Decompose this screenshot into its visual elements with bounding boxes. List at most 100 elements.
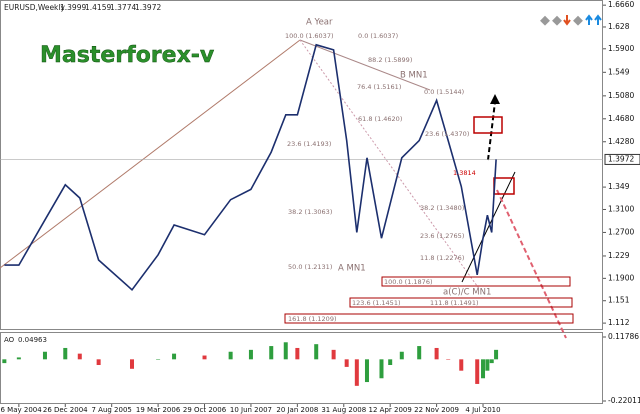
x-tick-label: 26 Dec 2004 (43, 406, 88, 414)
y-tick-label: 0.11786 (608, 332, 639, 341)
ao-bar (331, 349, 336, 360)
main-panel (0, 0, 603, 330)
target-box (473, 116, 503, 134)
ao-bar (314, 344, 319, 360)
quote-value: 1.4159 (85, 3, 111, 12)
icon[interactable] (585, 14, 593, 25)
fib-label: 38.2 (1.3063) (288, 208, 332, 216)
y-tick-label: 1.6660 (608, 0, 634, 9)
quote-value: 1.3999 (60, 3, 86, 12)
ao-bar (494, 349, 499, 360)
fib-label: 100.0 (1.6037) (285, 32, 334, 40)
fib-label: 61.8 (1.4620) (358, 115, 402, 123)
y-tick-label: 1.229 (608, 251, 630, 260)
x-tick-label: 7 Aug 2005 (91, 406, 131, 414)
fib-label: 1.3814 (453, 169, 476, 177)
fib-label: 88.2 (1.5899) (368, 56, 412, 64)
forecast-arrow (496, 189, 567, 339)
ao-bar (16, 357, 21, 360)
y-tick-label: 1.3100 (608, 204, 634, 213)
ao-bar (156, 359, 161, 360)
fib-label: 0.0 (1.5144) (424, 88, 464, 96)
price-label-bg (604, 153, 640, 165)
fib-label: 0.0 (1.6037) (358, 32, 398, 40)
fib-label: 123.6 (1.1451) (352, 299, 401, 307)
y-tick-label: 1.549 (608, 67, 630, 76)
arrow-head (490, 94, 500, 104)
ao-bar (283, 342, 288, 360)
ao-panel (0, 332, 603, 404)
fib-label: 76.4 (1.5161) (357, 83, 401, 91)
trend-line (299, 39, 431, 91)
target-box (284, 313, 574, 324)
fib-label: 100.0 (1.1876) (384, 278, 433, 286)
ao-bar (354, 359, 359, 386)
x-tick-label: 20 Jan 2008 (276, 406, 318, 414)
toolbar (540, 14, 602, 26)
ao-bar (399, 351, 404, 360)
y-tick-label: 1.5900 (608, 44, 634, 53)
wave-label: A Year (306, 18, 333, 28)
ao-bar (2, 359, 7, 364)
ao-bar (388, 359, 393, 366)
x-tick-label: 19 Mar 2006 (136, 406, 181, 414)
ao-title: AO (4, 336, 15, 344)
x-tick-label: 29 Oct 2006 (183, 406, 227, 414)
chart-title: EURUSD,Weekly (4, 3, 65, 12)
ao-bar (446, 359, 451, 360)
y-tick-label: 1.1900 (608, 273, 634, 282)
x-tick-label: 31 Aug 2008 (321, 406, 366, 414)
ao-bar (96, 359, 101, 366)
ao-bar (434, 347, 439, 360)
fib-label: 161.8 (1.1209) (288, 315, 337, 323)
price-label: 1.3972 (608, 154, 634, 163)
price-line (4, 43, 497, 291)
ao-bar (475, 359, 480, 384)
ao-bar (248, 349, 253, 360)
ao-bar (295, 347, 300, 360)
y-tick-label: 1.5080 (608, 91, 634, 100)
icon[interactable] (563, 15, 571, 26)
x-tick-label: 10 Jun 2007 (230, 406, 272, 414)
ao-bar (269, 346, 274, 360)
y-tick-label: 1.112 (608, 318, 630, 327)
wave-label: a(C)/C MN1 (443, 288, 491, 298)
target-box (381, 276, 571, 287)
ao-bar (202, 355, 207, 360)
icon[interactable] (540, 15, 550, 26)
ao-bar (489, 359, 494, 364)
watermark: Masterforex-v (40, 43, 215, 68)
ao-bar (228, 351, 233, 360)
y-tick-label: 1.151 (608, 296, 630, 305)
icon[interactable] (552, 15, 562, 26)
ao-bar (485, 359, 490, 371)
fib-label: 38.2 (1.3480) (420, 204, 464, 212)
y-tick-label: 1.4680 (608, 114, 634, 123)
ao-bar (481, 359, 486, 379)
ao-bar (459, 359, 464, 371)
icon[interactable] (573, 15, 583, 26)
wave-label: A MN1 (338, 264, 366, 274)
x-tick-label: 4 Jul 2010 (465, 406, 500, 414)
fib-label: 11.8 (1.2276) (420, 254, 464, 262)
fib-label: 23.6 (1.4370) (425, 130, 469, 138)
fib-label: 50.0 (1.2131) (288, 263, 332, 271)
fib-label: 23.6 (1.2765) (420, 232, 464, 240)
target-box (349, 297, 573, 308)
ao-bar (417, 346, 422, 360)
trend-line (0, 39, 301, 269)
x-tick-label: 12 Apr 2009 (369, 406, 412, 414)
ao-bar (129, 359, 134, 369)
fib-label: 111.8 (1.1491) (430, 299, 479, 307)
fib-label: 23.6 (1.4193) (287, 140, 331, 148)
forecast-arrow (487, 101, 496, 161)
y-tick-label: 1.628 (608, 22, 630, 31)
y-tick-label: 1.349 (608, 182, 630, 191)
ao-bar (63, 347, 68, 360)
ao-bar (42, 351, 47, 360)
y-tick-label: 1.4280 (608, 137, 634, 146)
x-tick-label: 16 May 2004 (0, 406, 42, 414)
quote-value: 1.3774 (110, 3, 136, 12)
icon[interactable] (594, 14, 602, 25)
